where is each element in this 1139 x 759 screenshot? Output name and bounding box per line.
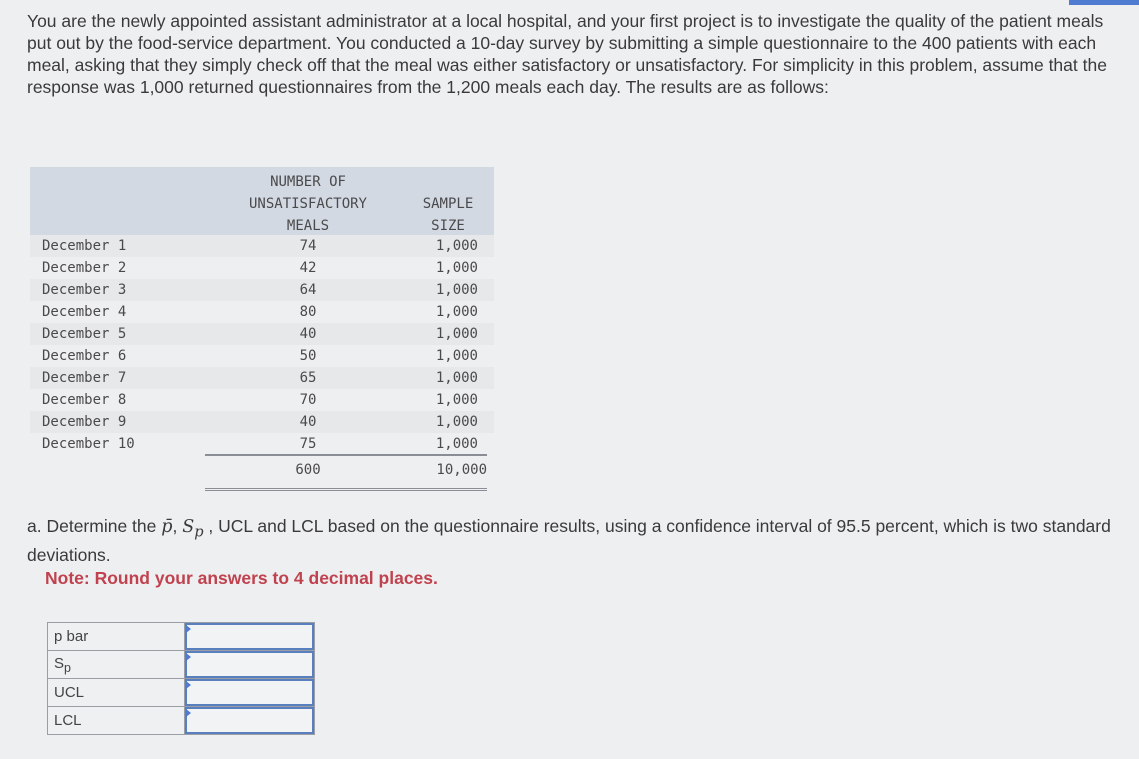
answer-label: p bar — [47, 622, 185, 651]
sample-size-cell: 1,000 — [435, 238, 478, 254]
sample-size-cell: 1,000 — [435, 414, 478, 430]
question-a: a. Determine the p̄, Sp , UCL and LCL ba… — [27, 515, 1117, 590]
sample-size-cell: 1,000 — [435, 304, 478, 320]
input-marker-icon — [186, 681, 191, 689]
answer-input-ucl[interactable] — [185, 679, 314, 706]
total-unsatisfactory: 600 — [295, 462, 321, 478]
input-marker-icon — [186, 709, 191, 717]
window-accent-bar — [1069, 0, 1139, 5]
table-row: December 4 80 1,000 — [30, 301, 494, 323]
answer-table: p bar Sp UCL LCL — [47, 622, 315, 735]
question-prefix: a. Determine the — [27, 516, 157, 536]
table-row: December 3 64 1,000 — [30, 279, 494, 301]
unsatisfactory-cell: 80 — [299, 304, 317, 320]
date-cell: December 10 — [42, 436, 135, 452]
answer-cell — [184, 622, 315, 651]
date-cell: December 3 — [42, 282, 127, 298]
answer-row: LCL — [47, 706, 315, 735]
input-marker-icon — [186, 653, 191, 661]
table-header: NUMBER OF UNSATISFACTORY MEALS SAMPLE SI… — [30, 167, 494, 235]
total-sample-size: 10,000 — [436, 462, 487, 478]
unsatisfactory-cell: 74 — [299, 238, 317, 254]
answer-cell — [184, 650, 315, 679]
date-cell: December 7 — [42, 370, 127, 386]
sp-symbol: Sp — [182, 517, 204, 541]
unsatisfactory-cell: 40 — [299, 414, 317, 430]
unsatisfactory-cell: 65 — [299, 370, 317, 386]
date-cell: December 1 — [42, 238, 127, 254]
answer-row: UCL — [47, 678, 315, 707]
sample-size-cell: 1,000 — [435, 370, 478, 386]
input-marker-icon — [186, 625, 191, 633]
date-cell: December 2 — [42, 260, 127, 276]
sample-size-cell: 1,000 — [435, 348, 478, 364]
answer-input-lcl[interactable] — [185, 707, 314, 734]
sample-size-cell: 1,000 — [435, 282, 478, 298]
table-row: December 2 42 1,000 — [30, 257, 494, 279]
answer-input-p-bar[interactable] — [185, 623, 314, 650]
date-cell: December 5 — [42, 326, 127, 342]
sample-size-cell: 1,000 — [435, 260, 478, 276]
date-cell: December 6 — [42, 348, 127, 364]
rounding-note: Note: Round your answers to 4 decimal pl… — [45, 567, 438, 588]
table-row: December 10 75 1,000 — [30, 433, 494, 455]
answer-label: Sp — [47, 650, 185, 679]
sample-size-cell: 1,000 — [435, 326, 478, 342]
answer-cell — [184, 678, 315, 707]
survey-data-table: NUMBER OF UNSATISFACTORY MEALS SAMPLE SI… — [30, 167, 494, 491]
unsatisfactory-cell: 42 — [299, 260, 317, 276]
table-row: December 9 40 1,000 — [30, 411, 494, 433]
answer-row: Sp — [47, 650, 315, 679]
pbar-symbol: p̄ — [161, 517, 173, 537]
answer-row: p bar — [47, 622, 315, 651]
unsatisfactory-cell: 50 — [299, 348, 317, 364]
date-cell: December 4 — [42, 304, 127, 320]
unsatisfactory-cell: 64 — [299, 282, 317, 298]
question-suffix: , UCL and LCL based on the questionnaire… — [27, 516, 1111, 565]
header-sample-size: SAMPLE SIZE — [422, 196, 474, 234]
totals-row: 600 10,000 — [205, 454, 487, 491]
unsatisfactory-cell: 75 — [299, 436, 317, 452]
table-row: December 8 70 1,000 — [30, 389, 494, 411]
date-cell: December 8 — [42, 392, 127, 408]
sample-size-cell: 1,000 — [435, 392, 478, 408]
sample-size-cell: 1,000 — [435, 436, 478, 452]
date-cell: December 9 — [42, 414, 127, 430]
table-row: December 7 65 1,000 — [30, 367, 494, 389]
answer-input-sp[interactable] — [185, 651, 314, 678]
problem-intro: You are the newly appointed assistant ad… — [27, 11, 1107, 97]
table-row: December 5 40 1,000 — [30, 323, 494, 345]
answer-cell — [184, 706, 315, 735]
table-row: December 1 74 1,000 — [30, 235, 494, 257]
unsatisfactory-cell: 70 — [299, 392, 317, 408]
answer-label: UCL — [47, 678, 185, 707]
unsatisfactory-cell: 40 — [299, 326, 317, 342]
answer-label: LCL — [47, 706, 185, 735]
table-row: December 6 50 1,000 — [30, 345, 494, 367]
header-unsatisfactory-meals: NUMBER OF UNSATISFACTORY MEALS — [248, 174, 367, 234]
